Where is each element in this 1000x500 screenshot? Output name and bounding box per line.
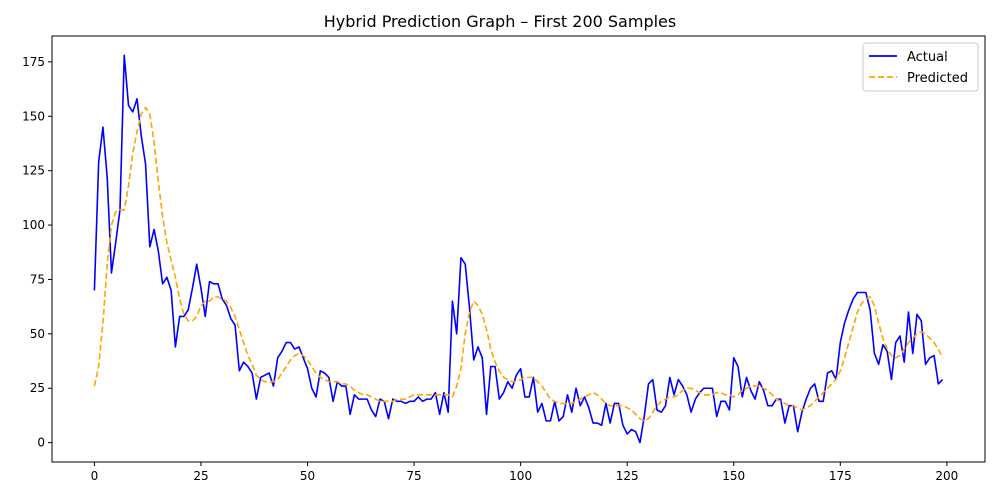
x-tick-label: 125 <box>616 469 639 483</box>
x-tick-label: 0 <box>91 469 99 483</box>
series-line-predicted <box>93 106 944 422</box>
series-line-actual <box>93 54 944 444</box>
x-tick-label: 75 <box>406 469 421 483</box>
y-tick-label: 175 <box>22 55 45 69</box>
y-tick-label: 75 <box>30 272 45 286</box>
y-tick-label: 100 <box>22 218 45 232</box>
x-tick-label: 100 <box>509 469 532 483</box>
x-tick-label: 150 <box>722 469 745 483</box>
legend-label-actual: Actual <box>907 50 948 65</box>
y-tick-label: 50 <box>30 327 45 341</box>
plot-frame <box>51 35 986 463</box>
legend-box <box>862 42 979 92</box>
chart-title: Hybrid Prediction Graph – First 200 Samp… <box>323 12 677 31</box>
y-axis: 0 25 50 75 100 125 150 175 <box>22 55 52 450</box>
legend-label-predicted: Predicted <box>907 71 968 86</box>
x-axis: 0 25 50 75 100 125 150 175 200 <box>91 462 958 483</box>
x-tick-label: 25 <box>193 469 208 483</box>
y-tick-label: 150 <box>22 109 45 123</box>
x-tick-label: 175 <box>829 469 852 483</box>
x-tick-label: 200 <box>935 469 958 483</box>
y-tick-label: 0 <box>37 436 45 450</box>
x-tick-label: 50 <box>300 469 315 483</box>
series-layer <box>93 54 944 444</box>
y-tick-label: 25 <box>30 381 45 395</box>
legend: Actual Predicted <box>862 42 979 92</box>
y-tick-label: 125 <box>22 164 45 178</box>
